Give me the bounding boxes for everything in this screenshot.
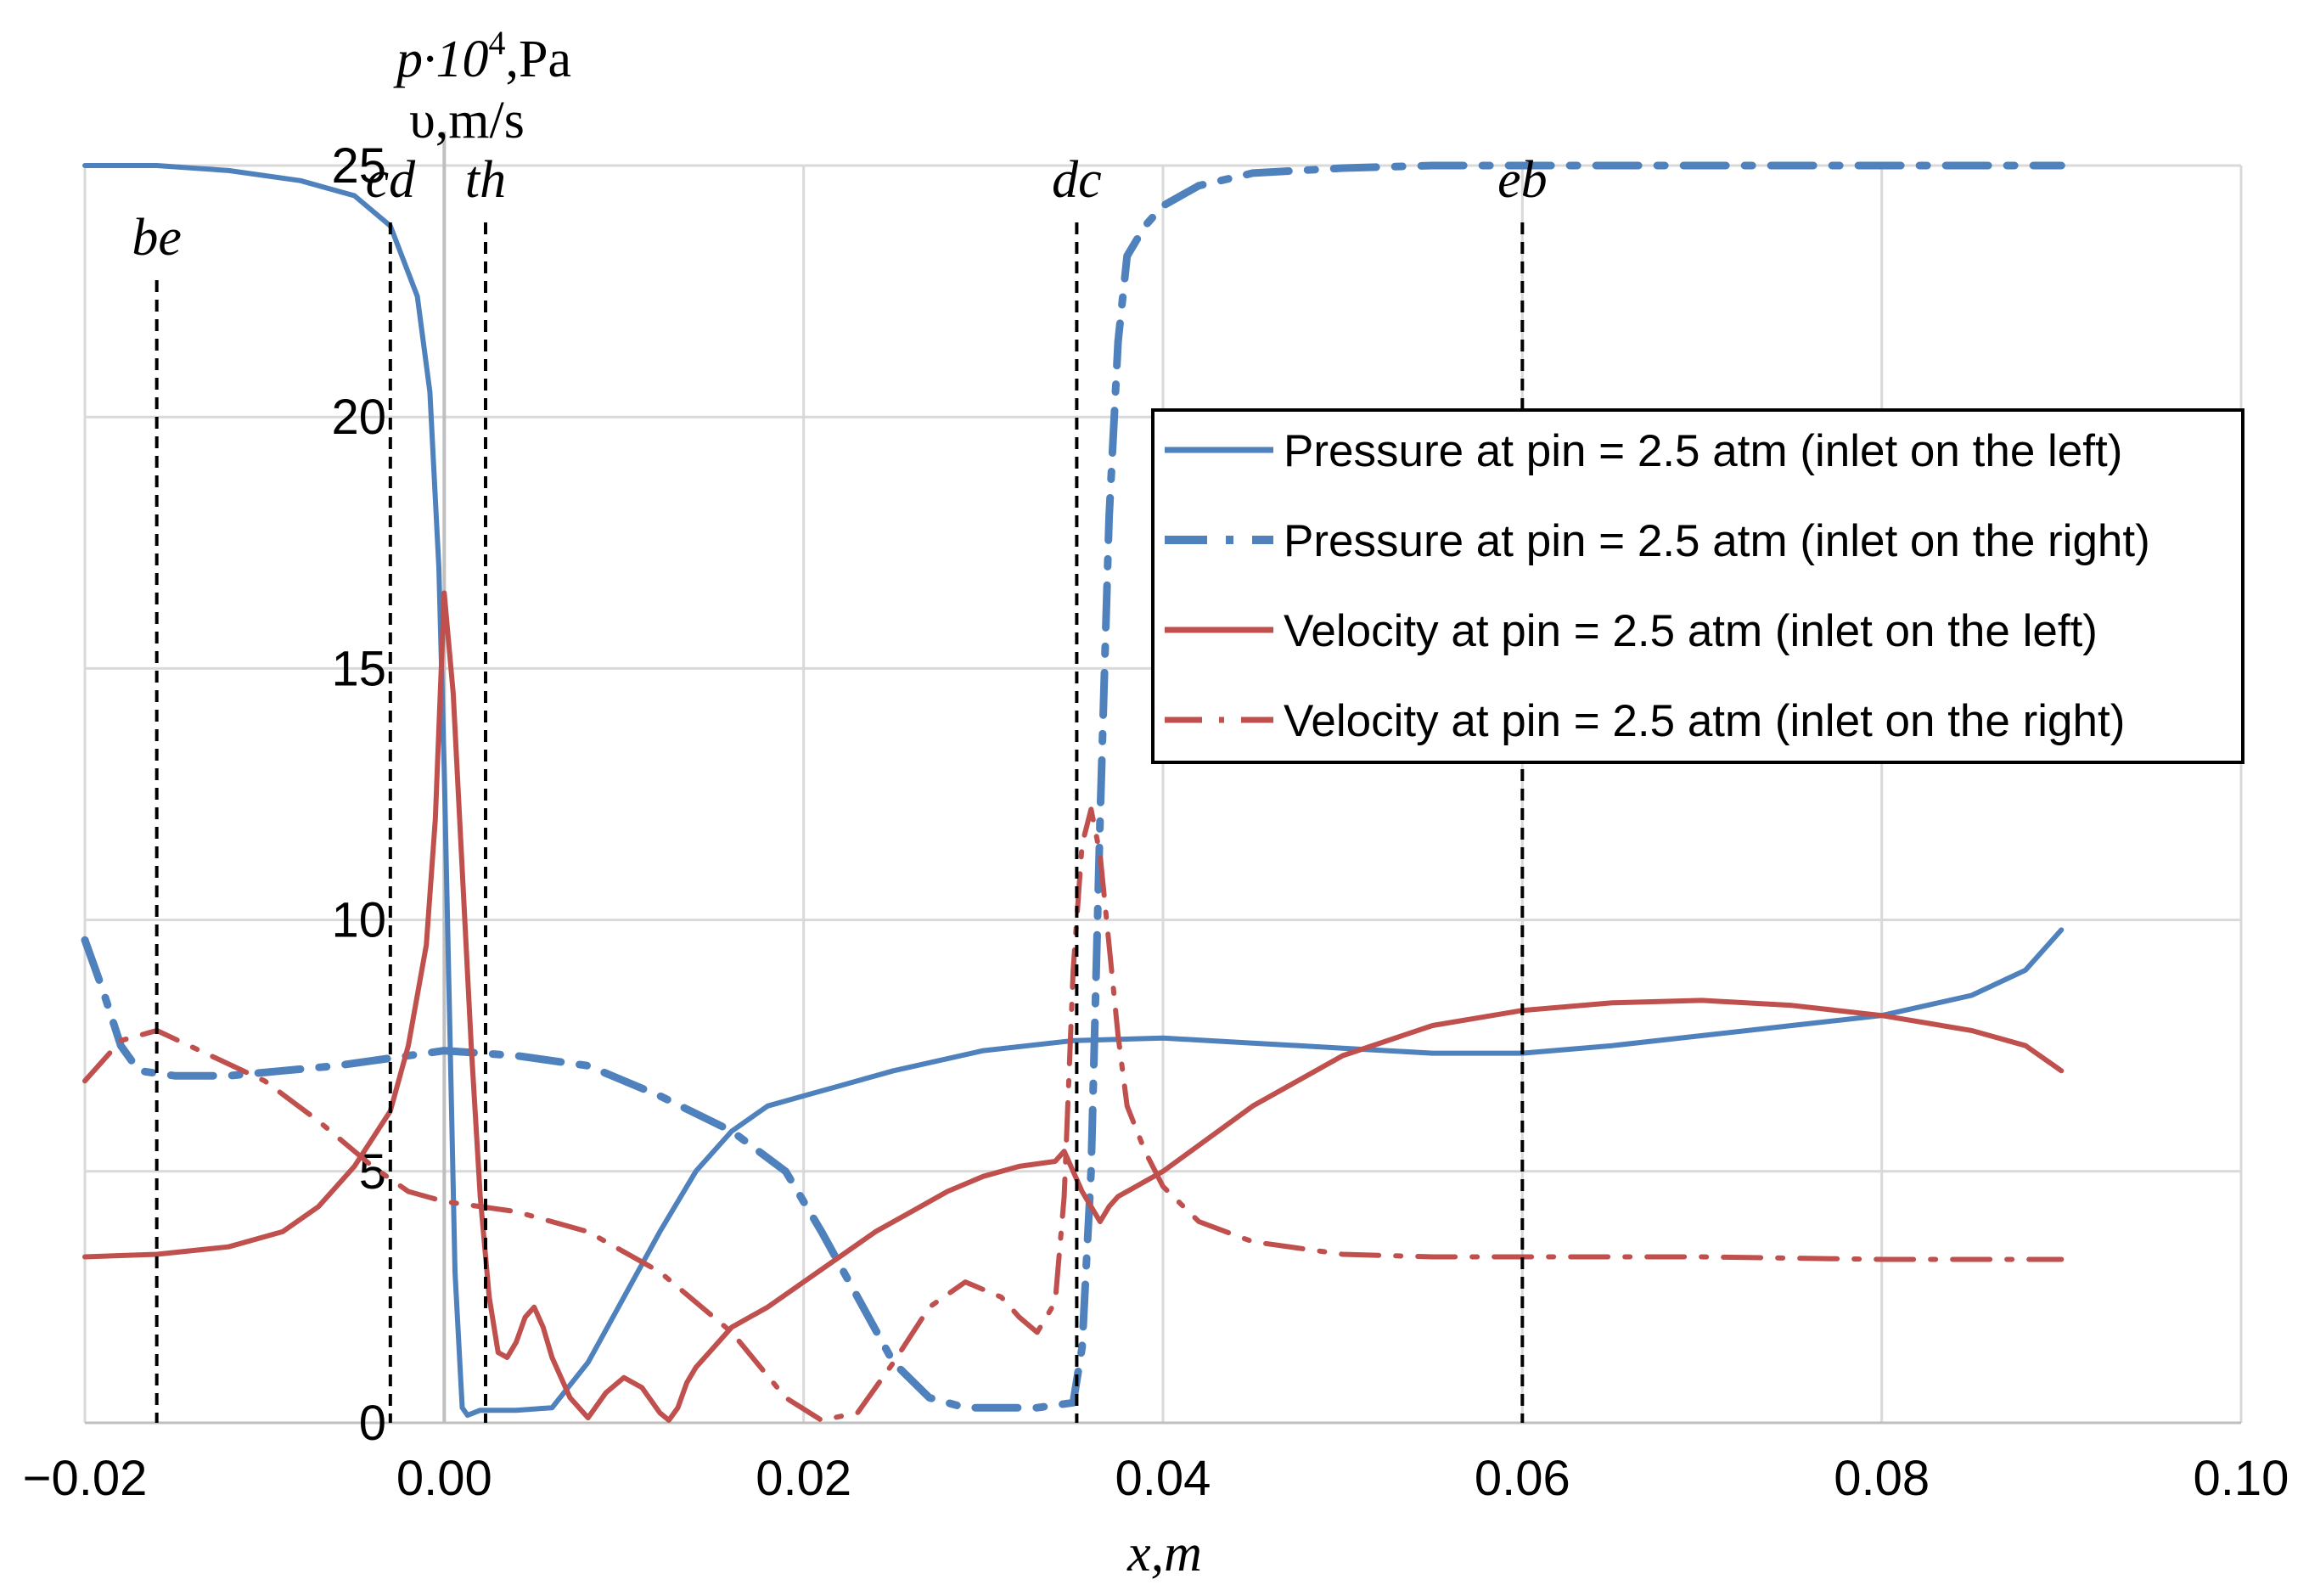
x-tick-label: 0.06 [1475, 1451, 1570, 1506]
series-line-4 [82, 806, 2065, 1423]
y-axis-title-line1: p·104,Pa [393, 24, 571, 88]
marker-label-cd: cd [366, 151, 417, 209]
y-tick-label: 25 [331, 138, 386, 194]
y-title-base: p·10 [393, 31, 489, 88]
series-line-1 [82, 163, 2065, 1419]
legend: Pressure at pin = 2.5 atm (inlet on the … [1151, 408, 2244, 764]
legend-label-4: Velocity at pin = 2.5 atm (inlet on the … [1284, 696, 2125, 746]
y-axis-title-line2: υ,m/s [409, 92, 525, 149]
legend-box [1151, 408, 2244, 764]
series-line-2 [81, 161, 2065, 1412]
x-tick-label: 0.08 [1834, 1451, 1930, 1506]
series-line-3 [82, 590, 2065, 1423]
x-tick-label: 0.00 [396, 1451, 492, 1506]
x-tick-labels: −0.02 0.00 0.02 0.04 0.06 0.08 0.10 [23, 1451, 2289, 1506]
y-title-unit: ,Pa [506, 31, 572, 88]
series-lines [81, 161, 2065, 1423]
y-tick-label: 15 [331, 641, 386, 696]
x-axis-title: x,m [1126, 1525, 1202, 1582]
marker-label-be: be [132, 209, 182, 267]
y-tick-label: 20 [331, 390, 386, 445]
y-tick-label: 10 [331, 893, 386, 948]
y-tick-label: 0 [359, 1396, 386, 1451]
x-tick-label: −0.02 [23, 1451, 148, 1506]
marker-label-th: th [465, 151, 506, 209]
legend-label-2: Pressure at pin = 2.5 atm (inlet on the … [1284, 516, 2150, 566]
x-tick-label: 0.04 [1115, 1451, 1211, 1506]
legend-label-3: Velocity at pin = 2.5 atm (inlet on the … [1284, 606, 2098, 656]
marker-label-eb: eb [1497, 151, 1548, 209]
x-tick-label: 0.02 [756, 1451, 851, 1506]
legend-label-1: Pressure at pin = 2.5 atm (inlet on the … [1284, 426, 2122, 476]
y-title-superscript: 4 [489, 24, 506, 62]
x-tick-label: 0.10 [2194, 1451, 2289, 1506]
marker-label-dc: dc [1052, 151, 1102, 209]
